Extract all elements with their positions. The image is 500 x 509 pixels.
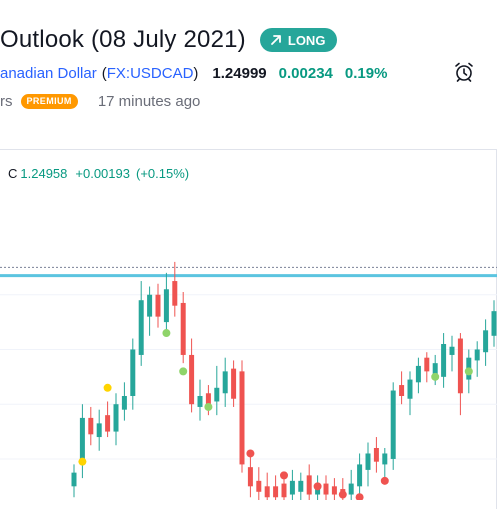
signal-dot: [103, 383, 112, 392]
idea-title: Outlook (08 July 2021): [0, 26, 246, 53]
candle-body: [71, 472, 77, 487]
long-badge[interactable]: LONG: [259, 28, 338, 52]
arrow-up-right-icon: [270, 35, 281, 45]
candle-body: [247, 467, 253, 487]
candle-body: [273, 486, 279, 498]
candle-body: [264, 486, 270, 498]
signal-dot: [313, 482, 322, 491]
signal-dot: [464, 367, 473, 376]
ohlc-legend: C 1.24958 +0.00193 (+0.15%): [8, 164, 189, 182]
candle-body: [256, 480, 262, 492]
candle-body: [138, 300, 144, 355]
candle-body: [130, 349, 136, 396]
signal-dot: [78, 457, 87, 466]
candle-body: [432, 363, 438, 375]
ohlc-close-label: C: [8, 165, 18, 181]
candle-body: [239, 371, 245, 465]
candle-body: [289, 480, 295, 495]
candle-body: [449, 346, 455, 355]
symbol-price: 1.24999: [212, 64, 267, 82]
signal-dot: [179, 367, 188, 376]
candle-body: [407, 379, 413, 399]
ohlc-change-pct: (+0.15%): [135, 165, 190, 181]
ohlc-change-value: +0.00193: [75, 165, 130, 181]
candle-body: [373, 448, 379, 462]
candle-body: [180, 302, 186, 355]
candle-body: [415, 365, 421, 383]
candle-body: [331, 486, 337, 495]
candle-body: [79, 417, 85, 465]
candle-body: [197, 396, 203, 407]
alarm-clock-icon[interactable]: [452, 60, 476, 84]
candle-body: [357, 464, 363, 487]
candle-body: [491, 311, 497, 336]
symbol-change-pct: 0.19%: [344, 64, 388, 82]
candle-body: [205, 393, 211, 410]
candle-body: [96, 423, 102, 438]
symbol-name-link[interactable]: anadian Dollar: [0, 64, 97, 82]
candle-body: [390, 390, 396, 459]
candle-body: [222, 371, 228, 394]
signal-dot: [338, 490, 347, 499]
candlestick-chart[interactable]: [0, 240, 497, 500]
candle-body: [457, 338, 463, 394]
candle-body: [348, 483, 354, 495]
candle-body: [483, 330, 489, 353]
candle-body: [147, 294, 153, 317]
symbol-change: 0.00234: [278, 64, 333, 82]
candle-body: [424, 357, 430, 372]
candle-body: [441, 344, 447, 377]
candle-body: [399, 385, 405, 396]
candle-body: [306, 475, 312, 495]
candle-body: [105, 415, 111, 432]
signal-dot: [204, 402, 213, 411]
symbol-ticker-link[interactable]: (FX:USDCAD): [101, 64, 199, 82]
signal-dot: [162, 329, 171, 338]
signal-dot: [280, 471, 288, 480]
candle-body: [281, 483, 287, 498]
candle-body: [365, 453, 371, 470]
candle-body: [189, 354, 195, 405]
ohlc-close-value: 1.24958: [20, 165, 68, 181]
candle-body: [155, 294, 161, 317]
candle-body: [88, 417, 94, 435]
candle-body: [113, 404, 119, 432]
long-badge-label: LONG: [287, 32, 326, 48]
candle-body: [121, 396, 127, 410]
candle-body: [231, 368, 237, 399]
candle-body: [298, 480, 304, 492]
author-name[interactable]: rs: [0, 92, 13, 110]
symbol-row: anadian Dollar (FX:USDCAD) 1.24999 0.002…: [0, 62, 387, 84]
candle-body: [474, 349, 480, 361]
signal-dot: [431, 372, 440, 381]
candle-body: [172, 281, 178, 306]
candle-body: [163, 289, 169, 323]
candle-body: [323, 483, 329, 495]
premium-badge: PREMIUM: [20, 93, 78, 109]
idea-title-row: Outlook (08 July 2021) LONG: [0, 24, 338, 56]
meta-row: rs PREMIUM 17 minutes ago: [0, 90, 200, 112]
signal-dot: [246, 449, 255, 458]
candle-body: [382, 453, 388, 465]
candle-body: [214, 387, 220, 402]
signal-dot: [380, 476, 389, 485]
symbol-ticker-text: FX:USDCAD: [106, 64, 194, 82]
published-time: 17 minutes ago: [97, 92, 201, 110]
signal-dot: [355, 493, 364, 500]
